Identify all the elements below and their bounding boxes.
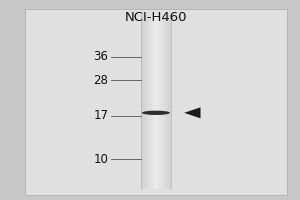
Text: NCI-H460: NCI-H460	[125, 11, 187, 24]
Bar	[165, 15, 166, 189]
Text: 17: 17	[93, 109, 108, 122]
Bar	[161, 15, 162, 189]
Bar	[164, 15, 165, 189]
Bar	[159, 15, 160, 189]
Text: 10: 10	[94, 153, 108, 166]
Bar	[25, 9, 287, 195]
Bar	[144, 15, 145, 189]
Bar	[143, 15, 144, 189]
Text: 28: 28	[94, 74, 108, 87]
Bar	[141, 15, 142, 189]
Bar	[148, 15, 149, 189]
Bar	[167, 15, 168, 189]
Bar	[146, 15, 147, 189]
Bar	[169, 15, 170, 189]
Bar	[142, 15, 143, 189]
Bar	[160, 15, 161, 189]
Bar	[147, 15, 148, 189]
Bar	[151, 15, 152, 189]
Bar	[153, 15, 154, 189]
Bar	[155, 15, 156, 189]
Bar	[157, 15, 158, 189]
Bar	[160, 15, 161, 189]
Bar	[170, 15, 171, 189]
Polygon shape	[184, 107, 200, 118]
Bar	[166, 15, 167, 189]
Bar	[150, 15, 151, 189]
Text: 36: 36	[94, 50, 108, 63]
Bar	[163, 15, 164, 189]
Bar	[158, 15, 159, 189]
Bar	[152, 15, 153, 189]
Bar	[168, 15, 169, 189]
Bar	[145, 15, 146, 189]
Bar	[162, 15, 163, 189]
Bar	[149, 15, 150, 189]
Ellipse shape	[142, 111, 170, 115]
Bar	[154, 15, 155, 189]
Bar	[156, 15, 157, 189]
